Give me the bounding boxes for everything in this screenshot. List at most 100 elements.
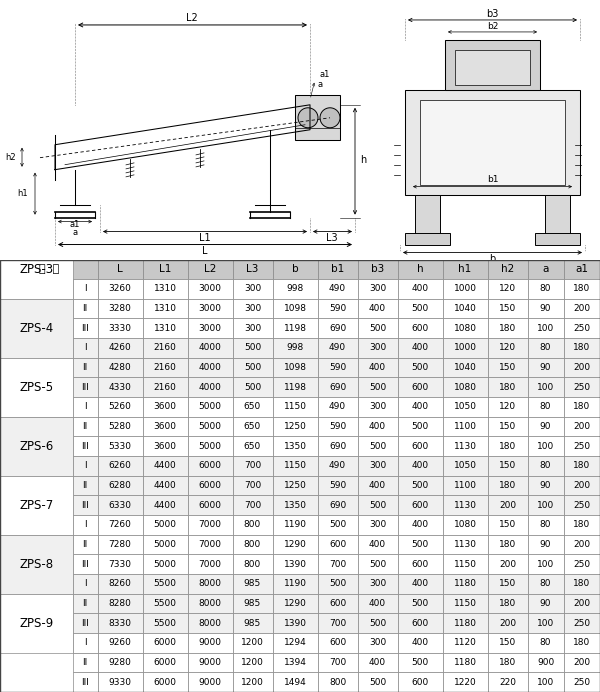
Text: III: III	[81, 324, 89, 333]
Text: 500: 500	[244, 343, 261, 352]
Bar	[527, 515, 564, 535]
Bar	[398, 299, 443, 318]
Bar	[398, 318, 443, 338]
Text: 400: 400	[369, 304, 386, 313]
Text: 1130: 1130	[454, 501, 476, 510]
Bar	[564, 673, 600, 692]
Text: a1: a1	[575, 264, 589, 274]
Text: 180: 180	[499, 324, 516, 333]
Bar	[317, 338, 358, 358]
Text: 80: 80	[540, 284, 551, 293]
Text: 80: 80	[540, 579, 551, 588]
Text: 500: 500	[329, 520, 346, 529]
Text: 1200: 1200	[241, 658, 264, 667]
Bar	[398, 476, 443, 495]
Text: 500: 500	[369, 501, 386, 510]
Text: a: a	[73, 228, 77, 237]
Text: 800: 800	[244, 540, 261, 549]
Text: 200: 200	[574, 658, 590, 667]
Text: 1098: 1098	[284, 304, 307, 313]
Bar	[564, 338, 600, 358]
Text: 8330: 8330	[109, 619, 131, 628]
Bar	[233, 456, 272, 476]
Bar	[445, 40, 540, 90]
Bar	[527, 554, 564, 574]
Bar	[487, 633, 527, 653]
Text: 300: 300	[369, 579, 386, 588]
Text: 590: 590	[329, 481, 346, 490]
Bar	[0, 358, 73, 417]
Bar	[564, 476, 600, 495]
Text: 300: 300	[369, 284, 386, 293]
Text: 4400: 4400	[154, 481, 176, 490]
Bar	[420, 100, 565, 185]
Bar	[564, 397, 600, 417]
Text: ZPS-7: ZPS-7	[19, 499, 53, 512]
Text: 1190: 1190	[284, 579, 307, 588]
Text: 8000: 8000	[199, 619, 221, 628]
Text: 1390: 1390	[284, 619, 307, 628]
Text: 1200: 1200	[241, 638, 264, 647]
Text: 1040: 1040	[454, 304, 476, 313]
Text: 150: 150	[499, 638, 516, 647]
Text: 500: 500	[412, 658, 428, 667]
Bar	[272, 476, 317, 495]
Bar	[317, 456, 358, 476]
Bar	[358, 397, 398, 417]
Text: 600: 600	[412, 560, 428, 569]
Text: 1220: 1220	[454, 677, 476, 686]
Text: 2160: 2160	[154, 343, 176, 352]
Bar	[143, 377, 187, 397]
Text: 400: 400	[412, 343, 428, 352]
Text: 600: 600	[329, 599, 346, 608]
Bar	[317, 613, 358, 633]
Bar	[97, 260, 143, 279]
Text: 3330: 3330	[109, 324, 131, 333]
Bar	[97, 495, 143, 515]
Bar	[187, 417, 233, 437]
Text: 1120: 1120	[454, 638, 476, 647]
Bar	[187, 456, 233, 476]
Text: 5280: 5280	[109, 422, 131, 431]
Bar	[187, 554, 233, 574]
Bar	[317, 554, 358, 574]
Bar	[272, 318, 317, 338]
Bar	[187, 338, 233, 358]
Bar	[187, 299, 233, 318]
Bar	[187, 437, 233, 456]
Bar	[317, 476, 358, 495]
Bar	[527, 535, 564, 554]
Text: 998: 998	[286, 343, 304, 352]
Text: ZPS-6: ZPS-6	[19, 439, 53, 453]
Text: 500: 500	[329, 579, 346, 588]
Text: 150: 150	[499, 462, 516, 471]
Bar	[0, 476, 73, 535]
Bar	[143, 299, 187, 318]
Bar	[233, 653, 272, 673]
Text: 150: 150	[499, 579, 516, 588]
Text: 180: 180	[573, 343, 590, 352]
Text: 600: 600	[412, 324, 428, 333]
Text: 90: 90	[540, 599, 551, 608]
Text: 180: 180	[573, 638, 590, 647]
Text: 300: 300	[244, 324, 261, 333]
Bar	[487, 574, 527, 594]
Text: ZPS-8: ZPS-8	[19, 558, 53, 571]
Bar	[487, 554, 527, 574]
Bar	[527, 358, 564, 377]
Bar	[0, 417, 73, 476]
Bar	[233, 554, 272, 574]
Text: II: II	[82, 481, 88, 490]
Bar	[0, 240, 73, 299]
Bar	[272, 515, 317, 535]
Text: 500: 500	[412, 481, 428, 490]
Bar	[187, 279, 233, 299]
Bar	[233, 535, 272, 554]
Bar	[73, 594, 97, 613]
Text: 400: 400	[369, 363, 386, 372]
Text: a1: a1	[70, 220, 80, 229]
Text: III: III	[81, 383, 89, 392]
Bar	[564, 495, 600, 515]
Text: 100: 100	[537, 560, 554, 569]
Bar	[527, 633, 564, 653]
